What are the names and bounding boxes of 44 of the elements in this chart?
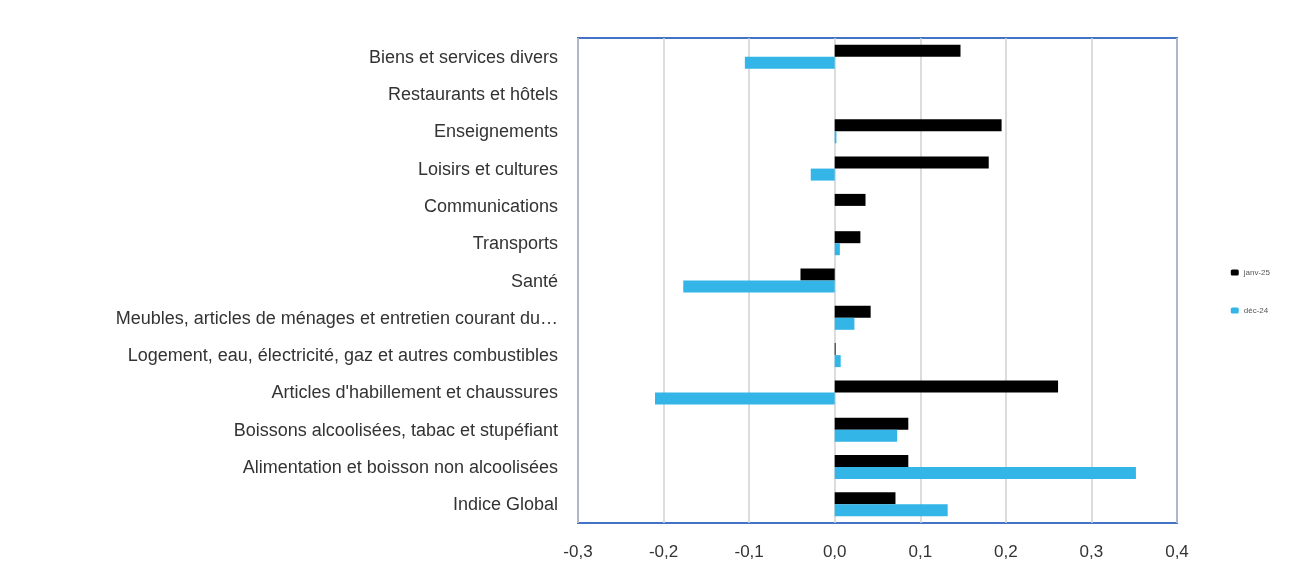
y-tick-label: Santé xyxy=(510,270,558,291)
bar xyxy=(834,119,1002,132)
x-tick-label: -0,2 xyxy=(648,542,679,561)
y-tick-label: Restaurants et hôtels xyxy=(387,83,558,104)
bar xyxy=(683,280,835,293)
bar xyxy=(834,417,909,430)
x-tick-label: 0,0 xyxy=(822,542,847,561)
x-tick-label: 0,2 xyxy=(994,542,1018,561)
y-tick-label: Biens et services divers xyxy=(368,46,558,67)
y-tick-label: Loisirs et cultures xyxy=(417,158,558,179)
bar xyxy=(744,56,835,69)
bar xyxy=(800,268,835,281)
bar xyxy=(834,317,855,330)
y-tick-label: Indice Global xyxy=(452,494,558,515)
bar xyxy=(834,455,909,468)
y-tick-label: Boissons alcoolisées, tabac et stupéfiant xyxy=(233,419,558,440)
bar xyxy=(834,193,866,206)
bar xyxy=(834,504,948,517)
bar xyxy=(834,305,871,318)
y-tick-label: Enseignements xyxy=(433,121,558,142)
x-tick-label: 0,3 xyxy=(1079,542,1104,561)
bar xyxy=(834,243,840,256)
bar xyxy=(834,492,896,505)
bar xyxy=(834,231,861,244)
bar xyxy=(834,44,961,57)
x-tick-label: 0,1 xyxy=(908,542,933,561)
bar xyxy=(810,168,835,181)
y-tick-label: Logement, eau, électricité, gaz et autres combustibles xyxy=(127,345,558,366)
y-tick-label: Alimentation et boisson non alcoolisées xyxy=(242,457,558,478)
y-tick-label: Articles d'habillement et chaussures xyxy=(271,382,558,403)
bar xyxy=(834,467,1136,480)
x-tick-label: -0,3 xyxy=(563,542,593,561)
legend-label: janv-25 xyxy=(1242,268,1271,277)
bar xyxy=(655,392,835,405)
bar xyxy=(834,355,841,368)
y-tick-label: Meubles, articles de ménages et entretien courant du… xyxy=(115,307,558,328)
y-tick-label: Transports xyxy=(472,233,558,254)
x-tick-label: -0,1 xyxy=(734,542,764,561)
bar xyxy=(834,380,1059,393)
legend-label: déc-24 xyxy=(1243,306,1269,315)
bar xyxy=(834,156,989,169)
x-tick-label: 0,4 xyxy=(1165,542,1189,561)
bar xyxy=(834,429,898,442)
y-tick-label: Communications xyxy=(423,195,558,216)
